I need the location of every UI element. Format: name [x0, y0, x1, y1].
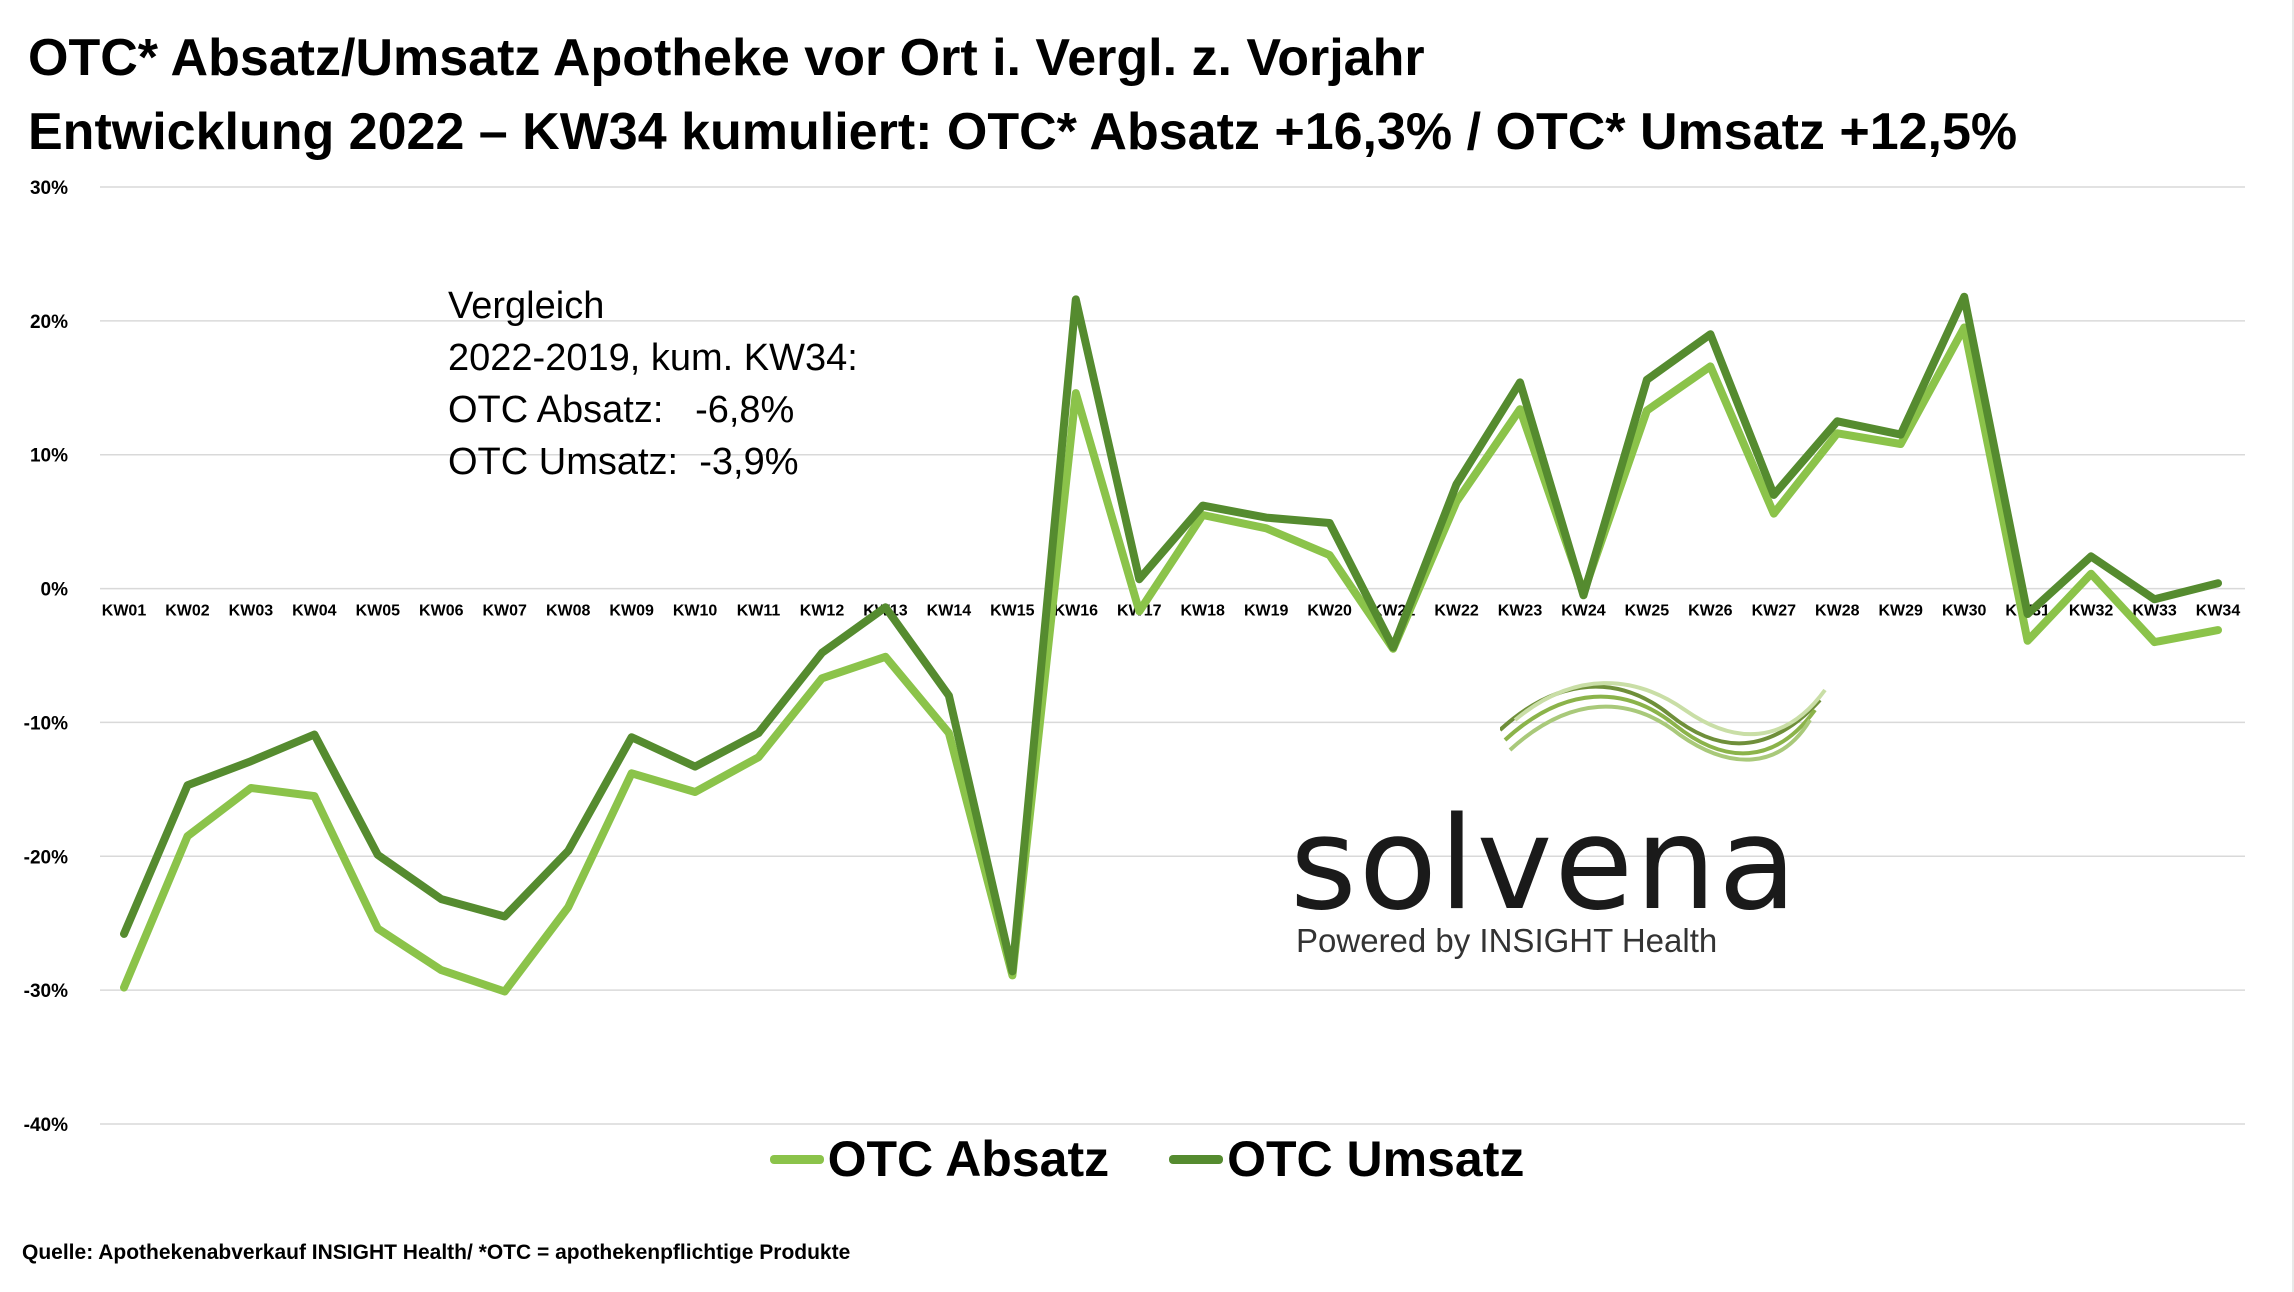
y-tick-label: -30%	[24, 981, 68, 1002]
x-tick-label: KW20	[1307, 603, 1352, 620]
x-tick-label: KW15	[990, 603, 1035, 620]
comparison-annotation: Vergleich 2022-2019, kum. KW34: OTC Absa…	[448, 280, 858, 488]
series-line-umsatz	[120, 292, 2222, 976]
x-tick-label: KW28	[1815, 603, 1860, 620]
x-tick-label: KW10	[673, 603, 718, 620]
x-tick-label: KW24	[1561, 603, 1606, 620]
page-border	[2292, 0, 2294, 1292]
x-tick-label: KW11	[737, 603, 781, 620]
gridlines	[100, 186, 2245, 1125]
x-tick-label: KW30	[1942, 603, 1987, 620]
x-tick-label: KW14	[927, 603, 972, 620]
chart-title: OTC* Absatz/Umsatz Apotheke vor Ort i. V…	[28, 29, 1425, 87]
x-tick-label: KW25	[1625, 603, 1670, 620]
y-tick-label: -20%	[24, 847, 68, 868]
x-tick-label: KW16	[1054, 603, 1099, 620]
x-tick-label: KW29	[1879, 603, 1924, 620]
x-tick-label: KW07	[483, 603, 528, 620]
x-tick-label: KW04	[292, 603, 337, 620]
x-tick-label: KW26	[1688, 603, 1733, 620]
y-tick-label: 10%	[30, 446, 68, 467]
legend-label-absatz: OTC Absatz	[827, 1131, 1110, 1187]
series-lines	[120, 292, 2222, 996]
x-tick-label: KW32	[2069, 603, 2114, 620]
x-tick-label: KW01	[102, 603, 147, 620]
y-tick-label: 30%	[30, 178, 68, 199]
logo-tagline: Powered by INSIGHT Health	[1296, 922, 1718, 959]
x-tick-label: KW06	[419, 603, 464, 620]
x-tick-label: KW05	[356, 603, 401, 620]
wave-logo-icon	[1500, 681, 1827, 762]
y-axis-ticks: 30% 20% 10% 0% -10% -20% -30% -40%	[24, 178, 68, 1136]
x-tick-label: KW02	[165, 603, 210, 620]
annotation-line-2: 2022-2019, kum. KW34:	[448, 337, 858, 379]
y-tick-label: 0%	[41, 580, 69, 601]
x-tick-label: KW22	[1434, 603, 1479, 620]
logo-wordmark: solvena	[1290, 790, 1799, 939]
x-axis-ticks: KW01 KW02 KW03 KW04 KW05 KW06 KW07 KW08 KW09 KW10…	[102, 603, 2241, 620]
legend-swatch-absatz	[769, 1154, 824, 1164]
x-tick-label: KW33	[2132, 603, 2177, 620]
x-tick-label: KW18	[1181, 603, 1226, 620]
x-tick-label: KW08	[546, 603, 591, 620]
x-tick-label: KW03	[229, 603, 274, 620]
annotation-line-4: OTC Umsatz: -3,9%	[448, 441, 799, 483]
y-tick-label: 20%	[30, 312, 68, 333]
annotation-line-3: OTC Absatz: -6,8%	[448, 389, 795, 431]
y-tick-label: -10%	[24, 713, 68, 734]
legend-label-umsatz: OTC Umsatz	[1227, 1131, 1525, 1187]
y-tick-label: -40%	[24, 1115, 68, 1136]
chart-subtitle: Entwicklung 2022 – KW34 kumuliert: OTC* …	[28, 103, 2018, 161]
chart-legend: OTC Absatz OTC Umsatz	[0, 1130, 2294, 1188]
legend-item-umsatz: OTC Umsatz	[1169, 1130, 1524, 1188]
annotation-line-1: Vergleich	[448, 285, 605, 327]
solvena-logo: solvena Powered by INSIGHT Health	[1290, 670, 1850, 970]
x-tick-label: KW27	[1752, 603, 1797, 620]
x-tick-label: KW23	[1498, 603, 1543, 620]
legend-swatch-umsatz	[1169, 1154, 1224, 1164]
x-tick-label: KW19	[1244, 603, 1289, 620]
x-tick-label: KW34	[2196, 603, 2241, 620]
source-note: Quelle: Apothekenabverkauf INSIGHT Healt…	[22, 1241, 851, 1264]
x-tick-label: KW09	[609, 603, 654, 620]
legend-item-absatz: OTC Absatz	[769, 1130, 1110, 1188]
series-line-absatz	[120, 323, 2222, 996]
x-tick-label: KW12	[800, 603, 845, 620]
